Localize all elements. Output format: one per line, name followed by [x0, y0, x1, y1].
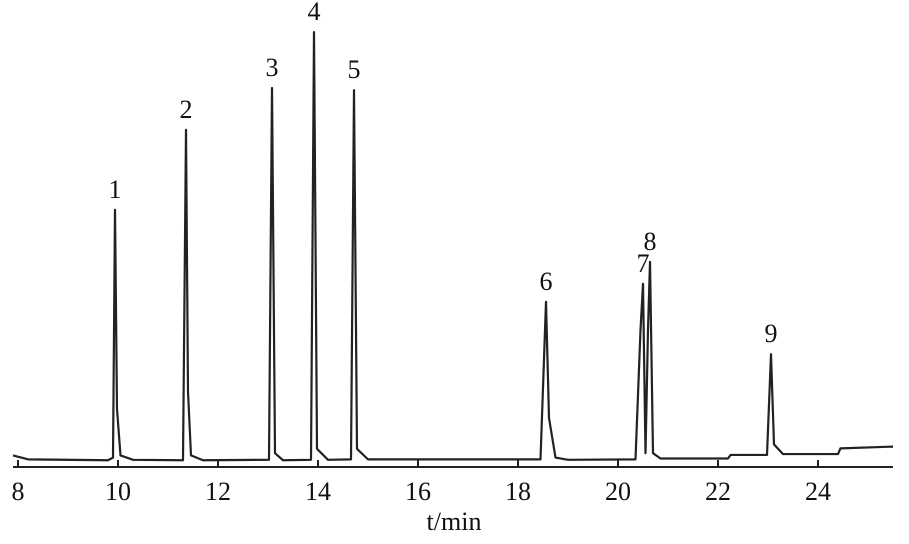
peak-label: 5: [348, 55, 361, 84]
x-tick-label: 18: [505, 477, 531, 506]
x-axis-label: t/min: [427, 507, 482, 536]
x-tick-label: 20: [605, 477, 631, 506]
x-tick-label: 16: [405, 477, 431, 506]
peak-label: 6: [540, 267, 553, 296]
x-tick-label: 24: [805, 477, 831, 506]
peak-label: 7: [637, 249, 650, 278]
x-tick-label: 12: [205, 477, 231, 506]
trace: [12, 31, 894, 462]
peak-label: 3: [266, 53, 279, 82]
peak-label: 4: [308, 0, 321, 26]
peak-label: 1: [109, 175, 122, 204]
x-tick-label: 10: [105, 477, 131, 506]
x-tick-label: 22: [705, 477, 731, 506]
x-tick-label: 14: [305, 477, 331, 506]
x-tick-label: 8: [12, 477, 25, 506]
peak-label: 2: [180, 95, 193, 124]
peak-label: 9: [765, 319, 778, 348]
peak-label: 8: [644, 227, 657, 256]
